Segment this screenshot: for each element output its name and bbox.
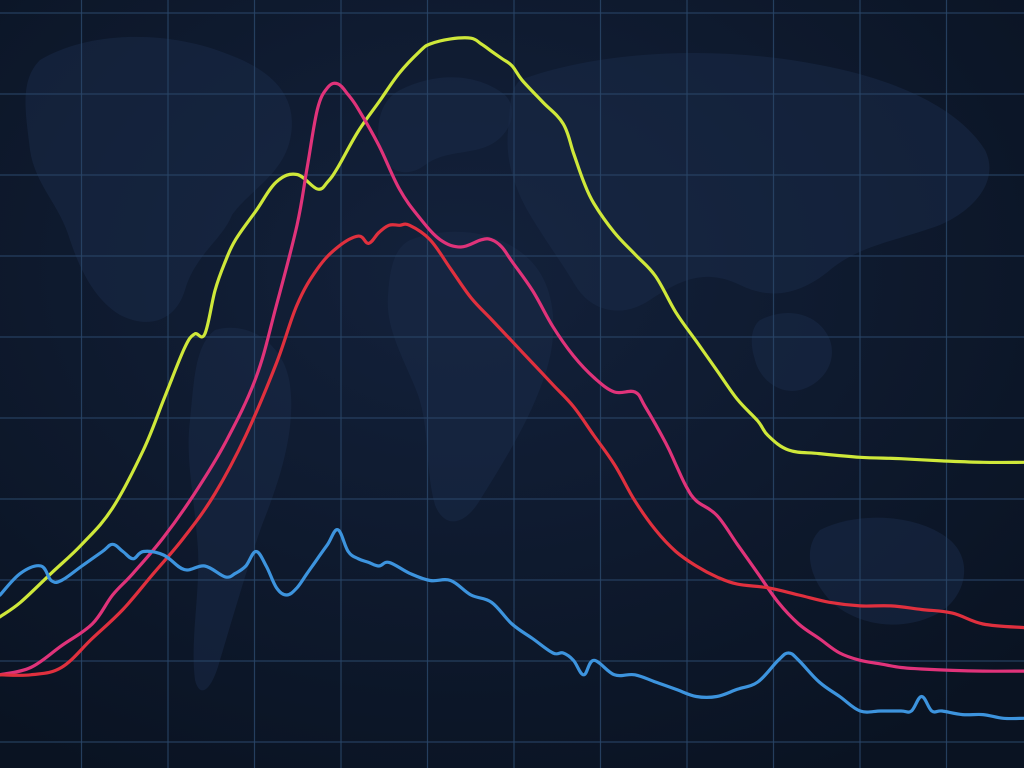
series-lines bbox=[0, 36, 1024, 721]
series-line-yellow-green bbox=[0, 36, 1024, 619]
series-line-red bbox=[0, 222, 1024, 677]
series-line-blue bbox=[0, 528, 1024, 721]
series-line-pink bbox=[0, 81, 1024, 677]
